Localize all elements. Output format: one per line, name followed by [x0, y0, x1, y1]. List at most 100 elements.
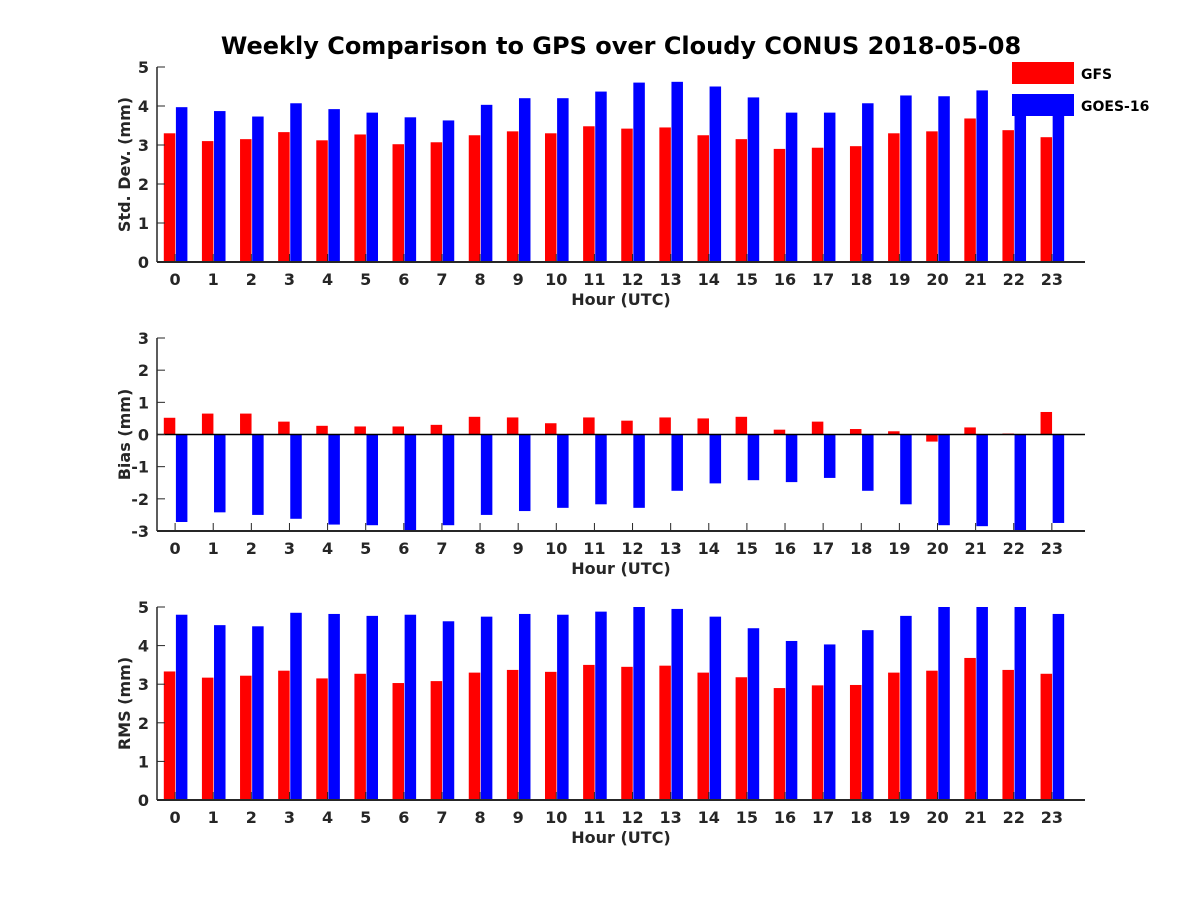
- bar: [773, 688, 786, 800]
- bar: [557, 614, 569, 800]
- x-axis-label: Hour (UTC): [571, 290, 671, 309]
- bar: [1052, 105, 1065, 262]
- x-tick-label: 21: [964, 808, 986, 827]
- legend-swatch: [1012, 94, 1074, 116]
- y-tick-label: -3: [131, 522, 149, 541]
- x-axis-label: Hour (UTC): [571, 559, 671, 578]
- y-tick-label: 5: [138, 598, 149, 617]
- bar: [709, 616, 722, 800]
- bar: [697, 418, 709, 435]
- x-tick-label: 13: [660, 808, 682, 827]
- bar: [811, 147, 824, 262]
- legend-label: GOES-16: [1081, 99, 1149, 115]
- bar: [735, 677, 748, 800]
- series-goes-16: [175, 607, 1065, 800]
- x-tick-label: 19: [888, 808, 910, 827]
- bar: [583, 417, 595, 435]
- x-tick-label: 3: [284, 270, 295, 289]
- bar: [480, 616, 493, 800]
- x-tick-label: 11: [583, 539, 605, 558]
- bar: [671, 608, 683, 800]
- legend: GFS GOES-16: [1012, 62, 1149, 116]
- y-tick-label: 3: [138, 329, 149, 348]
- bar: [404, 434, 417, 531]
- bar: [773, 429, 786, 435]
- y-tick-label: 5: [138, 58, 149, 77]
- x-tick-label: 14: [698, 270, 720, 289]
- x-tick-label: 12: [621, 808, 643, 827]
- bar: [938, 607, 950, 800]
- x-tick-label: 19: [888, 270, 910, 289]
- y-tick-label: 0: [138, 253, 149, 272]
- x-tick-label: 8: [474, 270, 485, 289]
- x-tick-label: 2: [246, 808, 257, 827]
- bar: [252, 116, 264, 262]
- bar: [976, 434, 988, 527]
- bar: [518, 434, 531, 512]
- bar: [862, 630, 874, 800]
- series-goes-16: [175, 434, 1065, 531]
- bar: [163, 417, 176, 435]
- figure-title: Weekly Comparison to GPS over Cloudy CON…: [221, 32, 1021, 60]
- bar: [964, 118, 976, 262]
- bar: [709, 86, 722, 262]
- bar: [366, 615, 378, 800]
- bar: [214, 111, 226, 262]
- bar: [240, 675, 252, 800]
- x-tick-label: 6: [398, 270, 409, 289]
- x-tick-label: 18: [850, 539, 872, 558]
- x-tick-label: 1: [208, 270, 219, 289]
- x-tick-label: 8: [474, 539, 485, 558]
- bar: [480, 434, 493, 515]
- bar: [785, 112, 798, 262]
- bar: [404, 117, 417, 262]
- bar: [823, 112, 836, 262]
- bar: [595, 611, 607, 800]
- legend-swatch: [1012, 62, 1074, 84]
- x-tick-label: 6: [398, 539, 409, 558]
- x-tick-label: 13: [660, 270, 682, 289]
- bar: [442, 621, 455, 800]
- x-tick-label: 9: [513, 539, 524, 558]
- bar: [430, 681, 443, 800]
- legend-label: GFS: [1081, 67, 1112, 83]
- bar: [354, 426, 366, 435]
- bar: [392, 426, 405, 435]
- bar: [862, 103, 874, 263]
- bar: [811, 685, 824, 800]
- bar: [849, 429, 862, 435]
- bar: [316, 140, 328, 262]
- bar: [240, 413, 252, 435]
- x-tick-label: 18: [850, 808, 872, 827]
- bar: [926, 131, 938, 262]
- x-tick-label: 23: [1041, 539, 1063, 558]
- bar: [671, 81, 683, 262]
- bar: [278, 670, 290, 800]
- series-gfs: [163, 118, 1053, 262]
- bar: [201, 677, 214, 800]
- bar: [290, 103, 302, 263]
- bar: [316, 425, 328, 435]
- x-tick-label: 22: [1003, 270, 1025, 289]
- legend-item-goes-16: GOES-16: [1012, 94, 1149, 116]
- bar: [1014, 434, 1027, 531]
- bar: [709, 434, 722, 484]
- bar: [1002, 669, 1014, 800]
- x-tick-label: 4: [322, 270, 333, 289]
- bar: [659, 127, 671, 262]
- bar: [747, 628, 760, 800]
- bar: [595, 434, 607, 505]
- bar: [747, 97, 760, 262]
- series-gfs: [163, 411, 1053, 442]
- bar: [773, 148, 786, 262]
- bar: [697, 135, 709, 262]
- x-tick-label: 21: [964, 539, 986, 558]
- bar: [888, 672, 900, 800]
- bar: [595, 91, 607, 262]
- x-tick-label: 10: [545, 808, 567, 827]
- bar: [1052, 434, 1065, 523]
- x-tick-label: 0: [170, 270, 181, 289]
